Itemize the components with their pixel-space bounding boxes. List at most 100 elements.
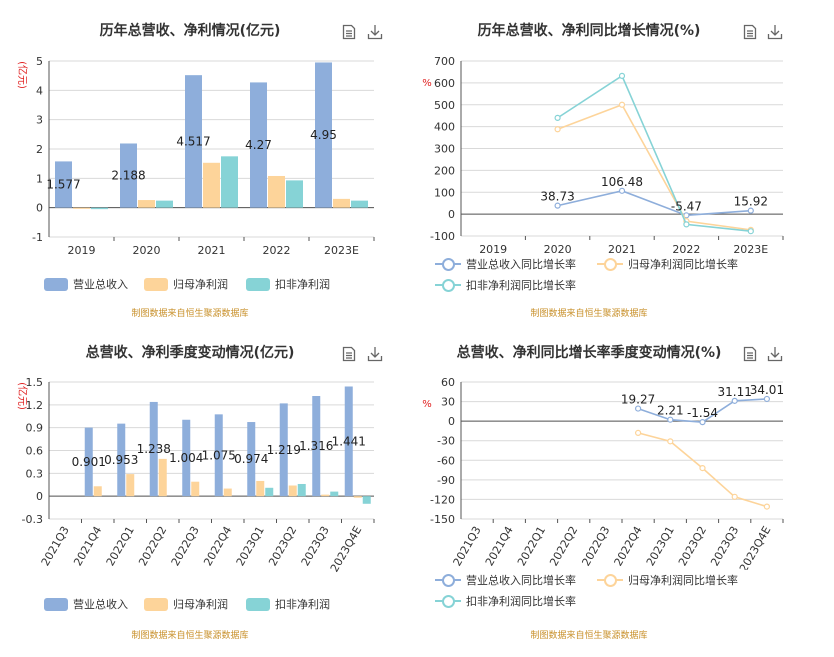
legend-item[interactable]: 归母净利润 <box>144 596 228 612</box>
document-icon[interactable] <box>342 346 356 362</box>
bar-net-profit[interactable] <box>268 175 285 208</box>
data-source-note: 制图数据来自恒生聚源数据库 <box>131 309 249 319</box>
y-tick-label: 1.5 <box>26 376 44 389</box>
legend-item[interactable]: 归母净利润同比增长率 <box>597 572 738 588</box>
bar-net-profit[interactable] <box>93 486 102 497</box>
y-tick-label: 200 <box>434 164 455 177</box>
annual-growth-line-chart: -100 0 100 200 300 400 500 600 700 2019 2020 2021 20… <box>422 55 784 256</box>
bar-net-profit[interactable] <box>333 198 350 208</box>
data-point[interactable] <box>667 438 674 445</box>
y-tick-label: 500 <box>434 99 455 112</box>
data-point[interactable] <box>618 72 626 79</box>
bar-revenue[interactable] <box>250 82 267 208</box>
x-tick-label: 2023Q4E <box>737 524 774 570</box>
panel-annual-growth: 历年总营收、净利同比增长情况(%) -100 0 100 200 300 400 500 60… <box>417 0 834 328</box>
bar-revenue[interactable] <box>344 386 353 497</box>
bar-deducted-profit[interactable] <box>265 487 274 497</box>
bar-revenue[interactable] <box>279 403 288 497</box>
download-icon[interactable] <box>767 24 783 40</box>
document-icon[interactable] <box>743 346 757 362</box>
legend-item[interactable]: 营业总收入 <box>44 276 128 292</box>
data-point[interactable] <box>635 429 642 436</box>
bar-revenue[interactable] <box>247 422 256 497</box>
legend-item[interactable]: 扣非净利润同比增长率 <box>435 277 576 293</box>
bar-deducted-profit[interactable] <box>351 200 368 208</box>
bar-net-profit[interactable] <box>126 474 135 497</box>
bar-revenue[interactable] <box>315 62 332 208</box>
document-icon[interactable] <box>342 24 356 40</box>
data-point[interactable] <box>763 503 770 510</box>
bar-deducted-profit[interactable] <box>91 207 108 210</box>
series-line-1[interactable] <box>557 189 751 217</box>
data-point[interactable] <box>554 114 561 121</box>
x-tick-label: 2022Q3 <box>579 524 612 568</box>
legend-item[interactable]: 归母净利润 <box>144 276 228 292</box>
bar-revenue[interactable] <box>120 143 137 208</box>
bar-deducted-profit[interactable] <box>297 483 306 497</box>
legend-item[interactable]: 扣非净利润 <box>246 276 330 292</box>
data-point[interactable] <box>667 416 674 423</box>
bar-net-profit[interactable] <box>138 200 155 208</box>
data-point[interactable] <box>618 101 626 108</box>
data-label: 4.517 <box>176 134 210 148</box>
bar-revenue[interactable] <box>117 423 126 497</box>
legend-item[interactable]: 扣非净利润同比增长率 <box>435 593 576 609</box>
data-point[interactable] <box>747 207 754 214</box>
bar-revenue[interactable] <box>185 75 202 208</box>
legend-item[interactable]: 扣非净利润 <box>246 596 330 612</box>
bar-net-profit[interactable] <box>288 485 297 497</box>
bar-revenue[interactable] <box>84 427 93 497</box>
data-point[interactable] <box>699 419 706 426</box>
bar-revenue[interactable] <box>214 414 223 497</box>
bar-deducted-profit[interactable] <box>221 156 238 208</box>
document-icon[interactable] <box>743 24 757 40</box>
legend-swatch <box>144 597 168 611</box>
bar-net-profit[interactable] <box>158 458 167 497</box>
bar-deducted-profit[interactable] <box>286 180 303 208</box>
legend-item[interactable]: 营业总收入 <box>44 596 128 612</box>
legend-item[interactable]: 营业总收入同比增长率 <box>435 572 576 588</box>
data-point[interactable] <box>554 202 561 209</box>
legend-label: 营业总收入同比增长率 <box>466 258 576 271</box>
download-icon[interactable] <box>367 24 383 40</box>
data-point[interactable] <box>635 405 642 412</box>
data-point[interactable] <box>731 397 738 404</box>
bar-net-profit[interactable] <box>321 494 330 497</box>
bar-net-profit[interactable] <box>353 496 362 498</box>
legend-label: 归母净利润 <box>173 598 228 611</box>
data-point[interactable] <box>618 187 626 194</box>
series-line-3[interactable] <box>557 74 751 232</box>
y-tick-label: 1.2 <box>26 399 44 412</box>
data-point[interactable] <box>699 465 706 472</box>
bar-net-profit[interactable] <box>256 480 265 497</box>
y-tick-label: -150 <box>430 513 455 526</box>
bar-net-profit[interactable] <box>191 481 200 497</box>
legend-item[interactable]: 营业总收入同比增长率 <box>435 256 576 272</box>
panel-annual-revenue-profit: 历年总营收、净利情况(亿元) -1 0 1 2 3 4 5 2019 2020 2021 2022 2… <box>0 0 417 328</box>
legend-swatch <box>435 594 461 608</box>
download-icon[interactable] <box>767 346 783 362</box>
bar-net-profit[interactable] <box>223 488 232 497</box>
y-tick-label: 400 <box>434 121 455 134</box>
data-point[interactable] <box>747 228 754 235</box>
bar-revenue[interactable] <box>312 396 321 497</box>
bar-deducted-profit[interactable] <box>362 496 371 504</box>
x-tick-label: 2023Q1 <box>644 524 677 568</box>
download-icon[interactable] <box>367 346 383 362</box>
bar-net-profit[interactable] <box>203 162 220 208</box>
legend-item[interactable]: 归母净利润同比增长率 <box>597 256 738 272</box>
y-tick-label: -120 <box>430 493 455 506</box>
data-label: 4.95 <box>310 128 337 142</box>
series-line-2[interactable] <box>557 103 751 231</box>
x-tick-label: 2020 <box>133 244 161 257</box>
bar-deducted-profit[interactable] <box>330 491 339 497</box>
bar-deducted-profit[interactable] <box>156 200 173 208</box>
bar-revenue[interactable] <box>55 161 72 208</box>
data-point[interactable] <box>554 126 561 133</box>
data-point[interactable] <box>763 395 770 403</box>
bar-net-profit[interactable] <box>73 207 90 209</box>
bar-revenue[interactable] <box>182 419 191 497</box>
data-point[interactable] <box>683 221 690 228</box>
bar-revenue[interactable] <box>149 401 158 497</box>
data-point[interactable] <box>731 493 738 500</box>
